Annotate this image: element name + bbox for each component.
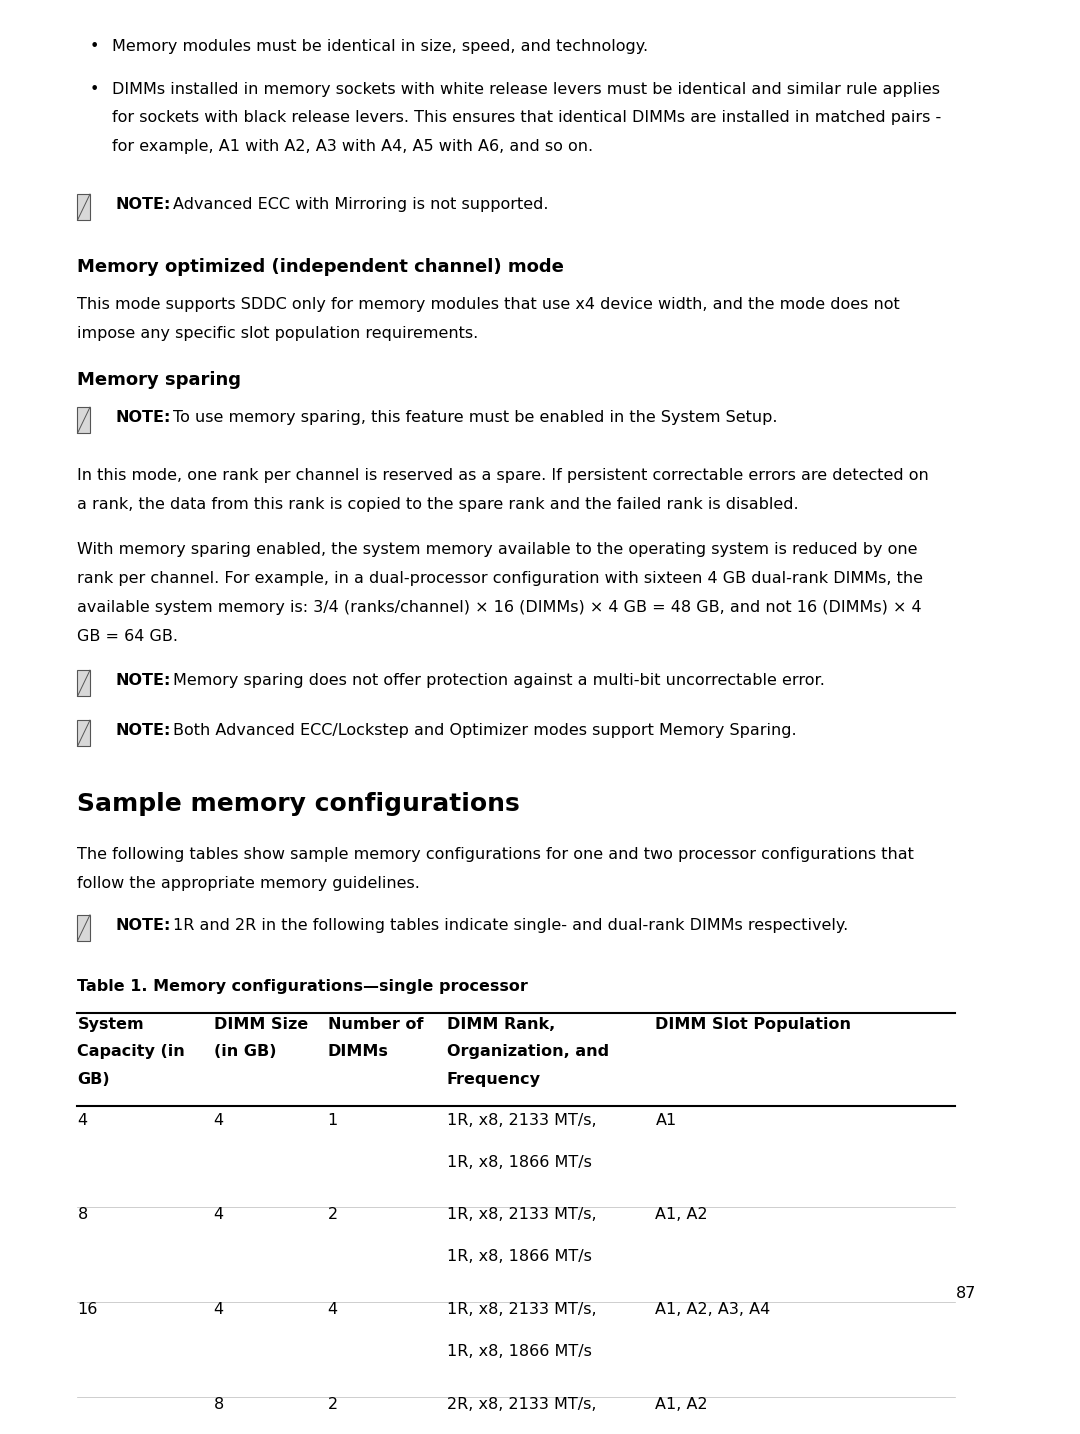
Text: 1R, x8, 1866 MT/s: 1R, x8, 1866 MT/s (447, 1154, 592, 1170)
Text: a rank, the data from this rank is copied to the spare rank and the failed rank : a rank, the data from this rank is copie… (78, 498, 799, 512)
Text: (in GB): (in GB) (214, 1044, 276, 1060)
FancyBboxPatch shape (78, 670, 90, 697)
Text: NOTE:: NOTE: (116, 410, 171, 426)
Text: 4: 4 (214, 1207, 224, 1222)
Text: In this mode, one rank per channel is reserved as a spare. If persistent correct: In this mode, one rank per channel is re… (78, 469, 929, 483)
Text: •: • (90, 82, 98, 96)
Text: System: System (78, 1017, 144, 1031)
Text: follow the appropriate memory guidelines.: follow the appropriate memory guidelines… (78, 876, 420, 891)
Text: The following tables show sample memory configurations for one and two processor: The following tables show sample memory … (78, 847, 915, 862)
Text: 16: 16 (78, 1302, 98, 1316)
Text: Frequency: Frequency (447, 1071, 541, 1087)
Text: Memory modules must be identical in size, speed, and technology.: Memory modules must be identical in size… (112, 40, 648, 54)
Text: A1, A2: A1, A2 (656, 1397, 708, 1411)
Text: Number of: Number of (327, 1017, 423, 1031)
Text: DIMMs installed in memory sockets with white release levers must be identical an: DIMMs installed in memory sockets with w… (112, 82, 941, 96)
Text: Sample memory configurations: Sample memory configurations (78, 792, 521, 816)
FancyBboxPatch shape (78, 915, 90, 941)
Text: 4: 4 (78, 1113, 87, 1127)
Text: 8: 8 (78, 1207, 87, 1222)
Text: DIMM Slot Population: DIMM Slot Population (656, 1017, 851, 1031)
Text: 1R, x8, 2133 MT/s,: 1R, x8, 2133 MT/s, (447, 1113, 596, 1127)
Text: 87: 87 (956, 1286, 976, 1301)
Text: 4: 4 (214, 1113, 224, 1127)
Text: A1, A2: A1, A2 (656, 1207, 708, 1222)
Text: To use memory sparing, this feature must be enabled in the System Setup.: To use memory sparing, this feature must… (173, 410, 778, 426)
Text: NOTE:: NOTE: (116, 918, 171, 934)
Text: 2R, x8, 2133 MT/s,: 2R, x8, 2133 MT/s, (447, 1397, 596, 1411)
Text: Advanced ECC with Mirroring is not supported.: Advanced ECC with Mirroring is not suppo… (173, 198, 549, 212)
Text: With memory sparing enabled, the system memory available to the operating system: With memory sparing enabled, the system … (78, 542, 918, 556)
Text: Memory sparing does not offer protection against a multi-bit uncorrectable error: Memory sparing does not offer protection… (173, 674, 825, 688)
Text: 1R, x8, 1866 MT/s: 1R, x8, 1866 MT/s (447, 1344, 592, 1359)
FancyBboxPatch shape (78, 194, 90, 221)
Text: Memory optimized (independent channel) mode: Memory optimized (independent channel) m… (78, 258, 565, 275)
Text: available system memory is: 3/4 (ranks/channel) × 16 (DIMMs) × 4 GB = 48 GB, and: available system memory is: 3/4 (ranks/c… (78, 599, 922, 615)
Text: 1R, x8, 1866 MT/s: 1R, x8, 1866 MT/s (447, 1249, 592, 1265)
Text: 2: 2 (327, 1207, 338, 1222)
Text: 1R and 2R in the following tables indicate single- and dual-rank DIMMs respectiv: 1R and 2R in the following tables indica… (173, 918, 848, 934)
Text: 2: 2 (327, 1397, 338, 1411)
Text: 4: 4 (214, 1302, 224, 1316)
Text: Both Advanced ECC/Lockstep and Optimizer modes support Memory Sparing.: Both Advanced ECC/Lockstep and Optimizer… (173, 723, 796, 739)
Text: Memory sparing: Memory sparing (78, 371, 242, 389)
Text: A1: A1 (656, 1113, 677, 1127)
Text: Capacity (in: Capacity (in (78, 1044, 185, 1060)
Text: DIMM Rank,: DIMM Rank, (447, 1017, 555, 1031)
Text: DIMMs: DIMMs (327, 1044, 389, 1060)
Text: NOTE:: NOTE: (116, 723, 171, 739)
Text: 8: 8 (214, 1397, 224, 1411)
Text: GB): GB) (78, 1071, 110, 1087)
Text: A1, A2, A3, A4: A1, A2, A3, A4 (656, 1302, 771, 1316)
Text: 4: 4 (327, 1302, 338, 1316)
Text: 1: 1 (327, 1113, 338, 1127)
Text: for example, A1 with A2, A3 with A4, A5 with A6, and so on.: for example, A1 with A2, A3 with A4, A5 … (112, 139, 593, 155)
Text: 1R, x8, 2133 MT/s,: 1R, x8, 2133 MT/s, (447, 1302, 596, 1316)
Text: •: • (90, 40, 98, 54)
Text: Organization, and: Organization, and (447, 1044, 609, 1060)
Text: DIMM Size: DIMM Size (214, 1017, 308, 1031)
Text: impose any specific slot population requirements.: impose any specific slot population requ… (78, 326, 478, 341)
Text: rank per channel. For example, in a dual-processor configuration with sixteen 4 : rank per channel. For example, in a dual… (78, 571, 923, 587)
Text: NOTE:: NOTE: (116, 674, 171, 688)
FancyBboxPatch shape (78, 720, 90, 746)
Text: 1R, x8, 2133 MT/s,: 1R, x8, 2133 MT/s, (447, 1207, 596, 1222)
FancyBboxPatch shape (78, 407, 90, 433)
Text: GB = 64 GB.: GB = 64 GB. (78, 628, 178, 644)
Text: NOTE:: NOTE: (116, 198, 171, 212)
Text: Table 1. Memory configurations—single processor: Table 1. Memory configurations—single pr… (78, 978, 528, 994)
Text: for sockets with black release levers. This ensures that identical DIMMs are ins: for sockets with black release levers. T… (112, 110, 942, 126)
Text: This mode supports SDDC only for memory modules that use x4 device width, and th: This mode supports SDDC only for memory … (78, 297, 901, 313)
